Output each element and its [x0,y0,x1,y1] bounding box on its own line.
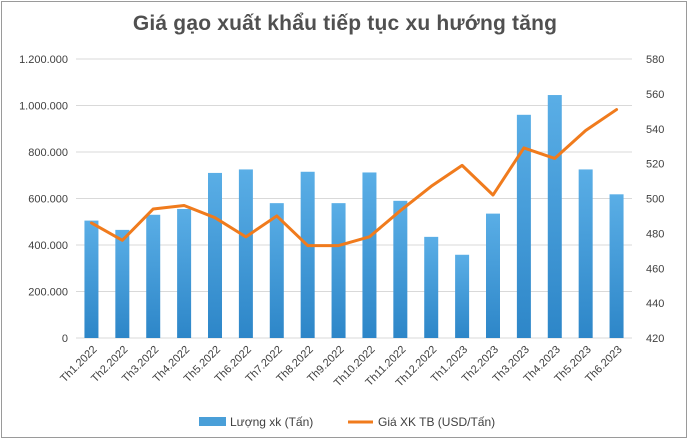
y-left-tick-label: 400.000 [28,240,68,252]
bar [269,203,284,338]
bar [84,220,99,338]
bar [516,114,531,338]
y-left-tick-label: 1.000.000 [19,101,68,113]
line-series [89,108,619,248]
bar [115,229,130,338]
y-right-tick-label: 580 [646,54,664,66]
bar [609,194,624,338]
y-left-tick-label: 200.000 [28,287,68,299]
bar-series [84,95,624,338]
bar [455,254,470,338]
bar [238,169,253,338]
y-right-tick-label: 480 [646,228,664,240]
y-right-tick-label: 540 [646,124,664,136]
bar [547,95,562,338]
left-axis-ticks: 0 200.000 400.000 600.000 800.000 1.000.000 1.… [19,54,68,345]
bar [208,172,222,338]
gridlines [76,58,632,339]
bar [486,213,500,338]
y-right-tick-label: 420 [646,333,664,345]
bar [362,172,377,338]
y-left-tick-label: 600.000 [28,194,68,206]
right-axis-ticks: 420 440 460 480 500 520 540 560 580 [646,54,664,345]
bar [578,169,593,338]
bar [331,203,346,338]
y-left-tick-label: 800.000 [28,147,68,159]
bar [424,236,439,338]
x-axis-ticks: Th1.2022Th2.2022Th3.2022Th4.2022Th5.2022… [58,344,624,390]
bar [177,208,192,338]
legend: Lượng xk (Tấn) Giá XK TB (USD/Tấn) [199,415,495,429]
y-right-tick-label: 500 [646,194,664,206]
y-right-tick-label: 440 [646,298,664,310]
chart-title: Giá gạo xuất khẩu tiếp tục xu hướng tăng [132,12,558,35]
bar [146,214,161,338]
y-right-tick-label: 460 [646,263,664,275]
price-line [89,108,619,248]
y-left-tick-label: 0 [62,333,68,345]
legend-bar-label: Lượng xk (Tấn) [230,415,313,429]
legend-line-label: Giá XK TB (USD/Tấn) [378,415,495,429]
legend-bar-swatch [199,417,226,426]
y-right-tick-label: 560 [646,89,664,101]
bar [300,171,315,338]
y-left-tick-label: 1.200.000 [19,54,68,66]
bar [393,200,408,338]
y-right-tick-label: 520 [646,159,664,171]
